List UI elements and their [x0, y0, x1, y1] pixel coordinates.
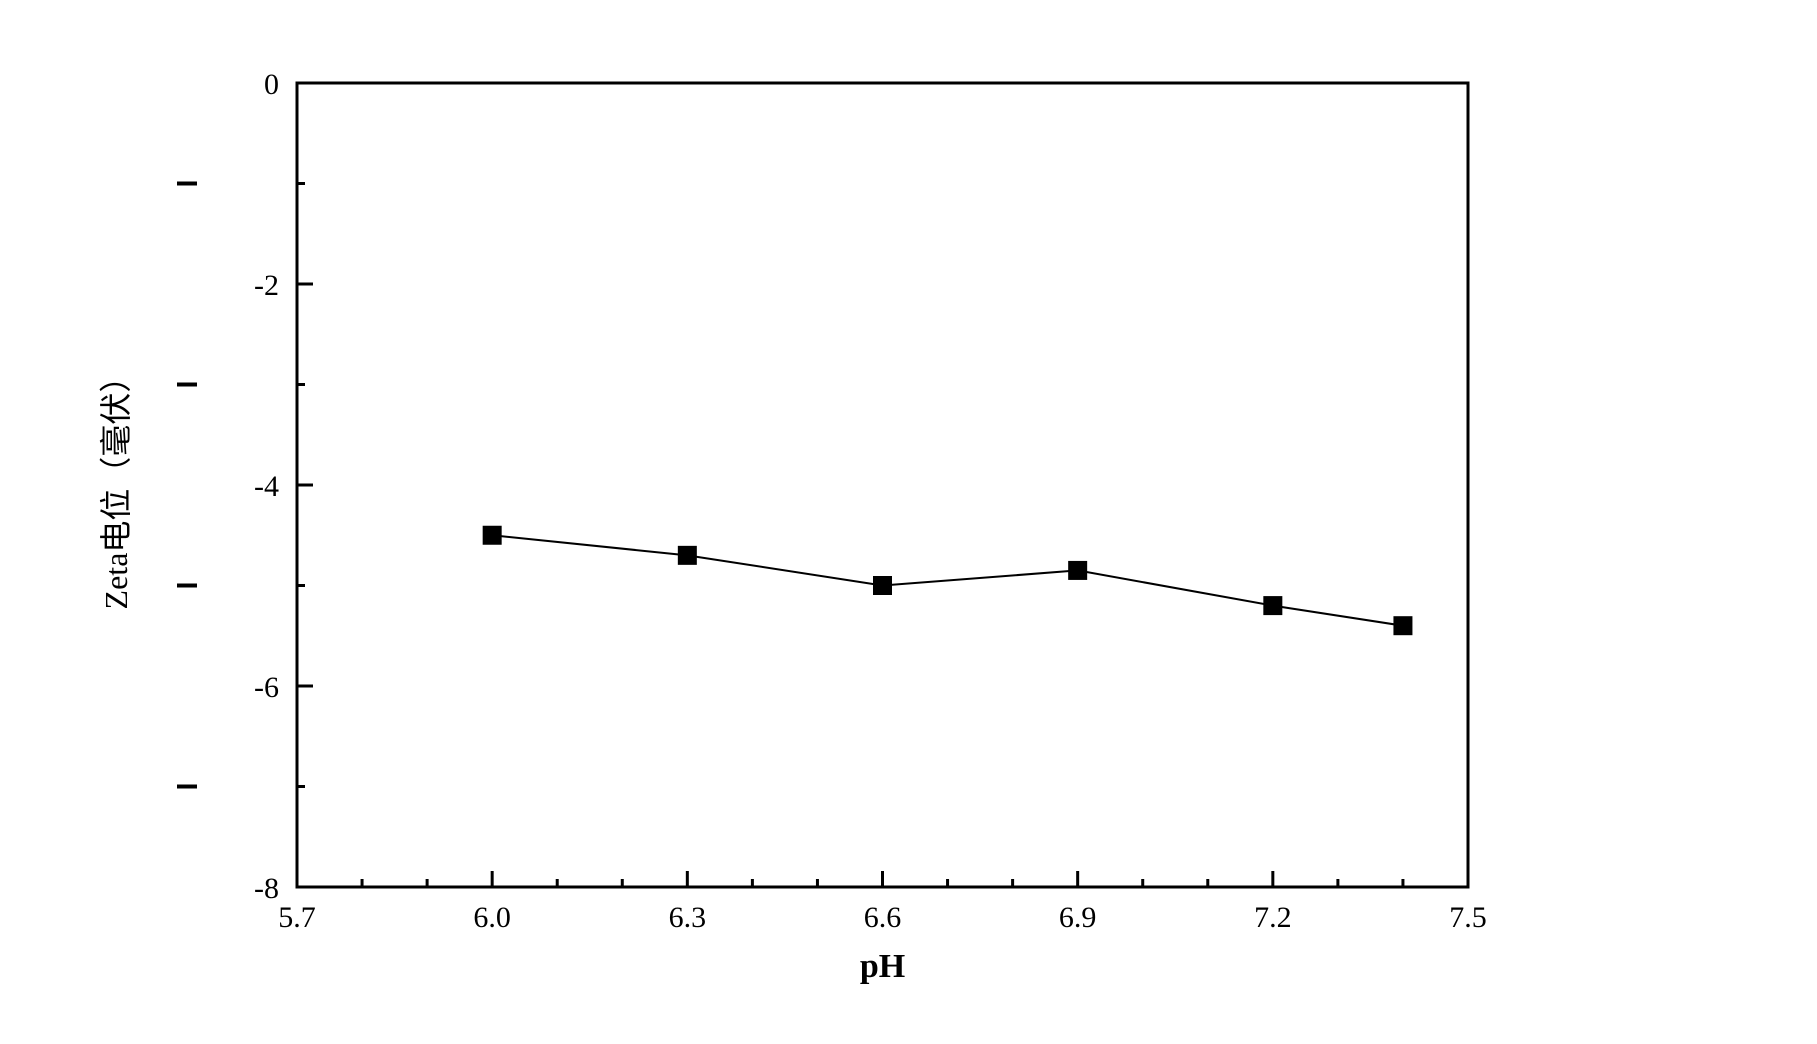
- x-axis-label: pH: [860, 948, 905, 985]
- data-point: [1264, 597, 1282, 615]
- data-point: [483, 526, 501, 544]
- data-point: [874, 577, 892, 595]
- y-tick-label: -8: [254, 872, 279, 905]
- x-tick-label: 6.3: [669, 901, 707, 934]
- data-point: [1394, 617, 1412, 635]
- y-tick-label: -6: [254, 671, 279, 704]
- y-tick-label: -4: [254, 470, 279, 503]
- data-point: [678, 546, 696, 564]
- y-tick-label: -2: [254, 269, 279, 302]
- x-tick-label: 5.7: [278, 901, 316, 934]
- x-tick-label: 6.6: [864, 901, 902, 934]
- data-point: [1069, 561, 1087, 579]
- x-tick-label: 6.9: [1059, 901, 1097, 934]
- y-axis-label: Zeta电位（毫伏）: [98, 361, 134, 610]
- chart-container: 5.7 6.0 6.3 6.6 6.9 7.2 7.5 -8 -6 -4 -2 0 pH Zeta电位（毫…: [0, 0, 1817, 1039]
- x-tick-label: 7.5: [1449, 901, 1487, 934]
- x-tick-label: 7.2: [1254, 901, 1292, 934]
- y-tick-label: 0: [264, 68, 279, 101]
- x-tick-label: 6.0: [473, 901, 511, 934]
- zeta-chart: 5.7 6.0 6.3 6.6 6.9 7.2 7.5 -8 -6 -4 -2 0 pH Zeta电位（毫…: [0, 0, 1817, 1039]
